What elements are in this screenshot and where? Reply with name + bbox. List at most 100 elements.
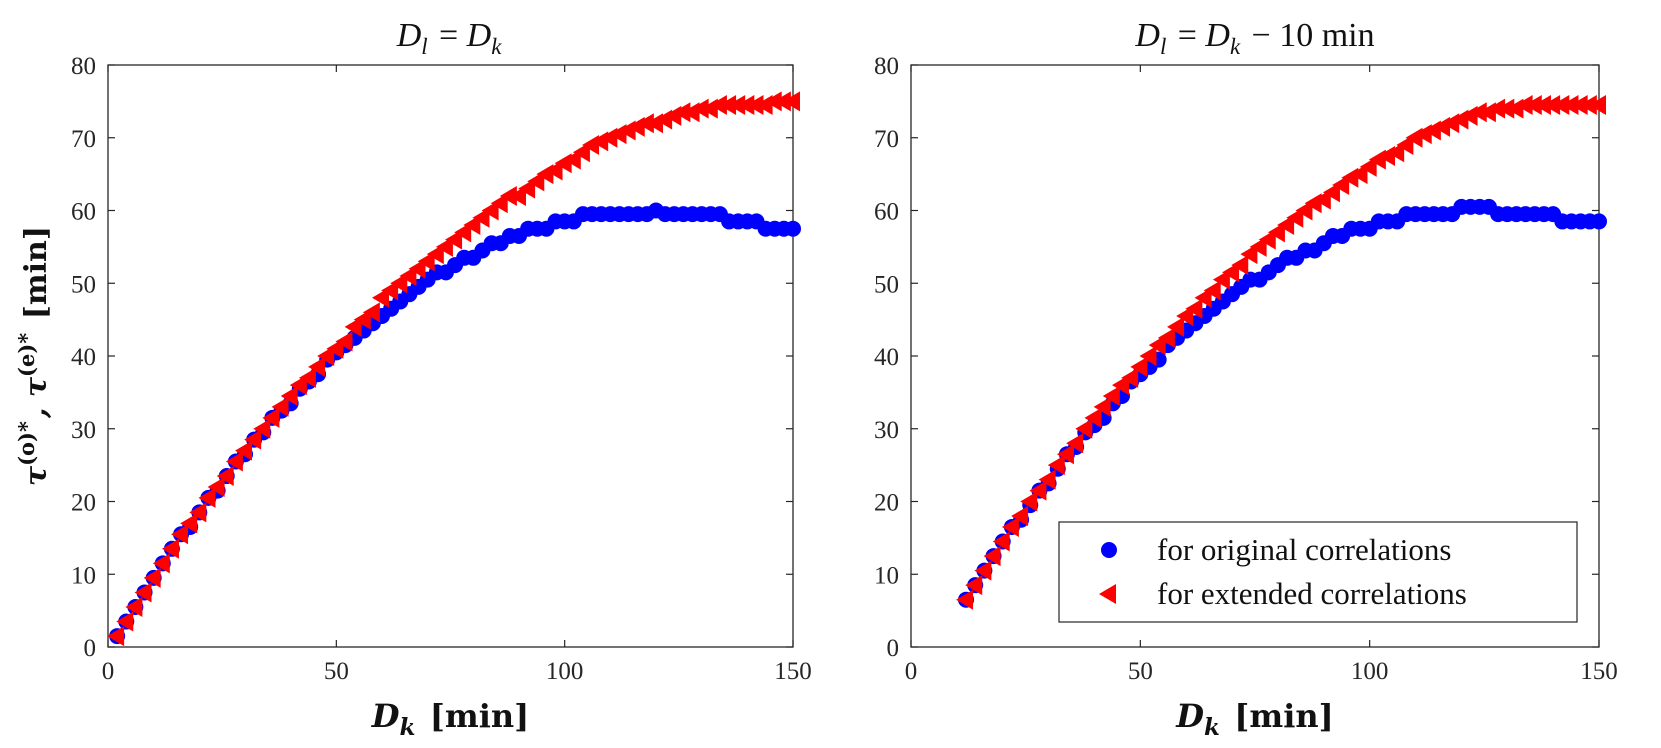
x-axis-label: Dk [min] (1175, 697, 1334, 741)
label-run: k (1230, 34, 1241, 59)
data-point-triangle (1194, 287, 1212, 308)
data-point-triangle (746, 95, 764, 116)
data-point-triangle (1093, 396, 1111, 417)
data-point-triangle (673, 102, 691, 123)
data-point-triangle (1286, 207, 1304, 228)
y-tick-label: 60 (71, 199, 96, 226)
data-point-triangle (709, 95, 727, 116)
label-run: l (1160, 34, 1166, 59)
data-point-triangle (152, 553, 170, 574)
data-point-triangle (1267, 222, 1285, 243)
data-point-triangle (1203, 280, 1221, 301)
data-point-triangle (783, 91, 800, 112)
data-point-triangle (335, 331, 353, 352)
data-point-triangle (107, 626, 125, 647)
x-axis-label: Dk [min] (371, 697, 530, 741)
label-run: − 10 min (1243, 17, 1375, 54)
data-point-triangle (1249, 236, 1267, 257)
y-tick-label: 30 (874, 417, 899, 444)
data-point-circle (785, 220, 801, 237)
x-tick-label: 0 (905, 658, 918, 685)
data-point-triangle (1038, 469, 1056, 490)
data-point-triangle (353, 309, 371, 330)
data-point-triangle (463, 215, 481, 236)
data-point-triangle (1001, 516, 1019, 537)
legend-box (1058, 521, 1578, 623)
x-tick-label: 50 (1128, 658, 1153, 685)
data-point-triangle (1589, 95, 1606, 116)
data-point-triangle (983, 546, 1001, 567)
x-tick-label: 50 (324, 658, 349, 685)
label-run: k (491, 34, 502, 59)
data-point-triangle (244, 429, 262, 450)
legend: for original correlations for extended co… (1058, 521, 1578, 623)
y-tick-label: 80 (874, 53, 899, 80)
data-point-triangle (563, 149, 581, 170)
label-run: τ (19, 465, 54, 486)
data-point-triangle (1121, 367, 1139, 388)
y-tick-label: 0 (84, 635, 97, 662)
label-run (501, 17, 504, 54)
data-point-triangle (1011, 506, 1029, 527)
y-tick-label: 10 (874, 562, 899, 589)
data-point-triangle (408, 258, 426, 279)
y-tick-label: 50 (71, 271, 96, 298)
data-point-triangle (372, 287, 389, 308)
data-point-triangle (445, 229, 463, 250)
data-point-triangle (1469, 102, 1487, 123)
y-tick-label: 40 (874, 344, 899, 371)
legend-marker-triangle (1099, 584, 1116, 604)
data-point-triangle (1029, 480, 1047, 501)
data-point-triangle (1176, 305, 1194, 326)
data-point-triangle (390, 273, 408, 294)
data-point-triangle (1056, 444, 1074, 465)
data-point-triangle (161, 538, 179, 559)
data-point-triangle (545, 160, 563, 181)
chart-title: Dl = Dk − 10 min (1134, 17, 1374, 59)
data-point-triangle (1497, 98, 1515, 119)
data-point-triangle (1240, 244, 1258, 265)
legend-marker-circle (1101, 542, 1117, 558)
x-tick-label: 100 (546, 658, 584, 685)
data-point-triangle (1570, 95, 1588, 116)
data-point-triangle (1561, 95, 1579, 116)
data-point-triangle (509, 185, 526, 206)
data-point-triangle (1258, 229, 1276, 250)
data-point-triangle (417, 251, 435, 272)
y-tick-label: 60 (874, 199, 899, 226)
data-point-triangle (737, 95, 755, 116)
data-point-triangle (1139, 346, 1157, 366)
data-point-triangle (1277, 215, 1295, 236)
label-run: = (1169, 17, 1205, 54)
y-axis-label: τ(o)* , τ(e)* [min] (14, 226, 54, 486)
data-point-triangle (490, 193, 508, 214)
data-point-triangle (1167, 316, 1185, 337)
data-point-triangle (116, 611, 134, 632)
data-point-triangle (171, 524, 189, 545)
data-point-triangle (134, 582, 152, 603)
data-point-triangle (1066, 433, 1084, 454)
data-marks (956, 95, 1607, 610)
data-point-triangle (965, 575, 983, 596)
y-tick-label: 40 (71, 344, 96, 371)
data-point-triangle (317, 346, 335, 366)
label-run: [min] (419, 697, 530, 735)
data-point-triangle (636, 113, 654, 134)
data-point-triangle (454, 222, 472, 243)
label-run: (o)* (14, 421, 39, 466)
data-point-triangle (253, 418, 271, 439)
left-plot-panel: 0 50 100 150 0 10 20 30 40 50 60 70 80 Dl = Dk Dk [mi… (14, 17, 812, 741)
axes-box (107, 64, 794, 648)
data-point-triangle (1185, 298, 1203, 319)
x-tick-label: 0 (102, 658, 115, 685)
data-point-circle (1591, 213, 1607, 230)
data-point-triangle (280, 386, 298, 407)
data-point-triangle (527, 171, 545, 192)
label-run: k (1204, 714, 1220, 741)
data-point-triangle (1222, 262, 1240, 283)
data-point-triangle (207, 476, 225, 497)
data-point-triangle (691, 98, 709, 119)
data-point-triangle (308, 356, 326, 377)
label-run: D (1134, 17, 1160, 54)
data-point-triangle (1543, 95, 1561, 116)
